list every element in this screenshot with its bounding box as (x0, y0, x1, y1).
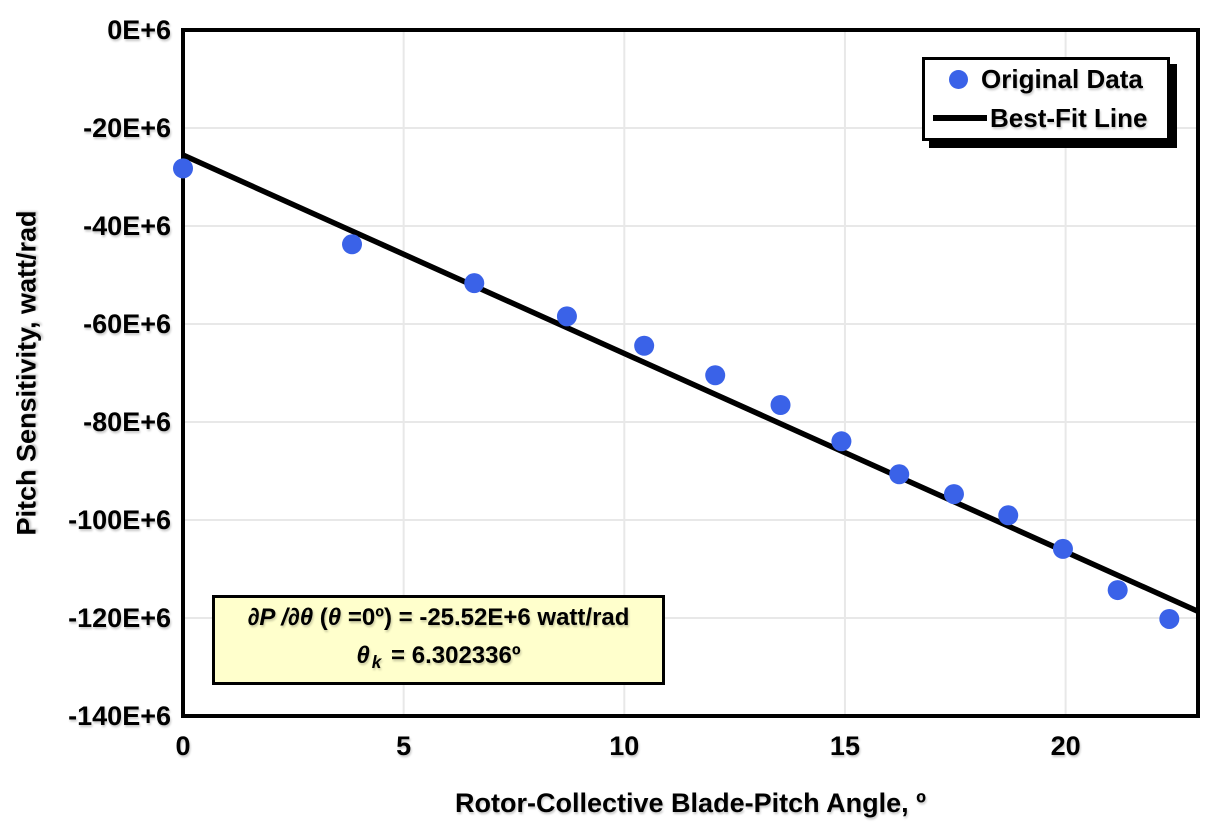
annotation-text: =0º) = -25.52E+6 watt/rad (341, 603, 630, 631)
y-axis-title: Pitch Sensitivity, watt/rad (11, 210, 42, 536)
theta-symbol: θ (327, 603, 342, 631)
annotation-text: = 6.302336º (384, 641, 521, 669)
legend-label: Best-Fit Line (990, 102, 1148, 133)
annotation-text: ( (313, 603, 328, 631)
partial-derivative-expression: ∂P /∂θ (247, 603, 314, 631)
data-point (464, 273, 485, 294)
y-tick-label: -120E+6 (68, 603, 171, 633)
x-tick-label: 15 (829, 731, 860, 761)
y-tick-label: -60E+6 (83, 309, 171, 339)
x-tick-label: 0 (175, 731, 191, 761)
data-point (342, 234, 363, 255)
legend: Original Data Best-Fit Line (922, 57, 1170, 141)
data-point (943, 484, 964, 505)
data-point (770, 394, 791, 415)
data-point (889, 464, 910, 485)
line-marker-icon (933, 115, 987, 122)
legend-label: Original Data (981, 64, 1143, 95)
data-point (1107, 580, 1128, 601)
y-tick-label: 0E+6 (107, 15, 171, 45)
theta-symbol: θ (356, 641, 370, 669)
x-tick-label: 10 (609, 731, 640, 761)
theta-subscript-k: k (371, 652, 382, 673)
x-axis-title: Rotor-Collective Blade-Pitch Angle, º (455, 788, 926, 818)
data-point (634, 335, 655, 356)
data-point (705, 365, 726, 386)
data-point (173, 158, 193, 179)
data-point (556, 306, 577, 327)
y-tick-label: -40E+6 (83, 211, 171, 241)
x-tick-label: 20 (1050, 731, 1081, 761)
y-tick-label: -100E+6 (68, 505, 171, 535)
scatter-marker-icon (949, 70, 968, 90)
y-tick-label: -80E+6 (83, 407, 171, 437)
y-tick-label: -140E+6 (68, 701, 171, 731)
legend-item-best-fit-line: Best-Fit Line (925, 99, 1167, 137)
annotation-line-1: ∂P /∂θ (θ =0º) = -25.52E+6 watt/rad (248, 599, 630, 637)
data-point (1052, 538, 1073, 559)
data-point (998, 505, 1019, 526)
data-point (1159, 608, 1180, 629)
best-fit-line (181, 152, 1200, 614)
x-tick-label: 5 (396, 731, 412, 761)
data-point (831, 431, 852, 452)
plot-border (181, 28, 1200, 718)
legend-item-original-data: Original Data (925, 61, 1167, 99)
y-tick-label: -20E+6 (83, 113, 171, 143)
